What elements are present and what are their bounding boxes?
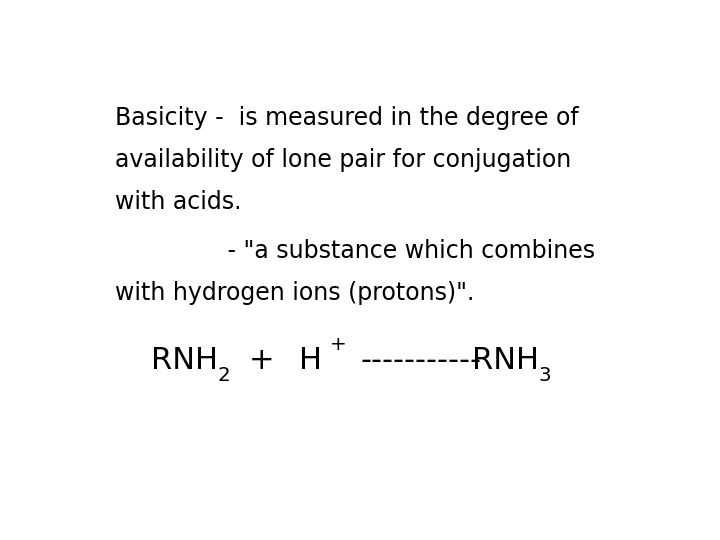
Text: +: + [249,346,274,375]
Text: H: H [300,346,323,375]
Text: 2: 2 [217,366,230,386]
Text: +: + [330,335,347,354]
Text: RNH: RNH [472,346,539,375]
Text: -----------: ----------- [361,346,482,375]
Text: 3: 3 [538,366,551,386]
Text: Basicity -  is measured in the degree of: Basicity - is measured in the degree of [115,106,579,130]
Text: - "a substance which combines: - "a substance which combines [115,239,595,264]
Text: RNH: RNH [151,346,218,375]
Text: with hydrogen ions (protons)".: with hydrogen ions (protons)". [115,281,474,305]
Text: with acids.: with acids. [115,190,242,213]
Text: availability of lone pair for conjugation: availability of lone pair for conjugatio… [115,148,572,172]
